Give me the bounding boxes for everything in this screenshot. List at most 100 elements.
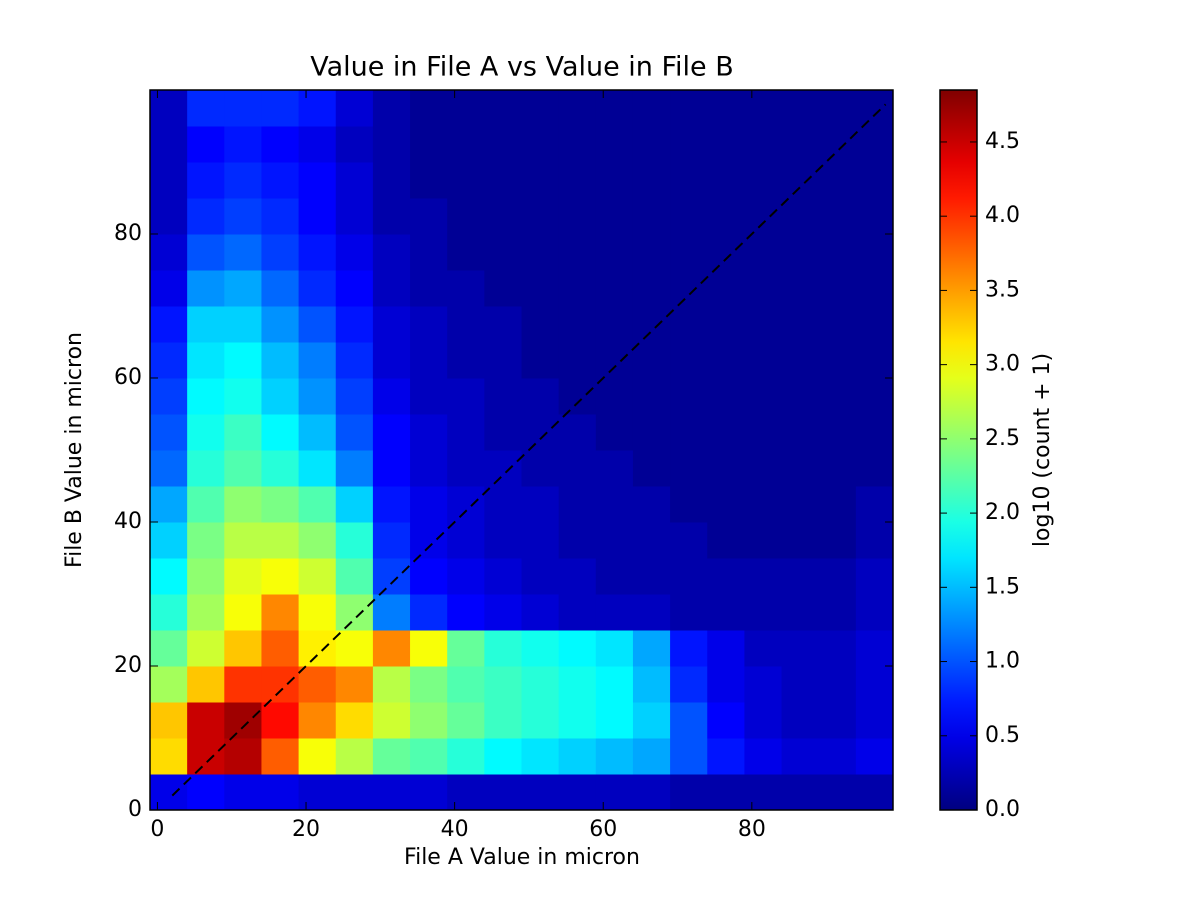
hexbin-cell	[447, 126, 485, 163]
hexbin-cell	[855, 378, 893, 415]
hexbin-cell	[744, 702, 783, 739]
hexbin-cell	[781, 702, 820, 739]
hexbin-cell	[447, 522, 485, 559]
hexbin-cell	[298, 486, 337, 523]
hexbin-cell	[521, 414, 560, 451]
hexbin-cell	[410, 702, 448, 739]
hexbin-cell	[484, 738, 522, 775]
hexbin-cell	[335, 738, 374, 775]
hexbin-cell	[595, 234, 634, 271]
hexbin-cell	[744, 630, 783, 667]
x-tick-label: 40	[441, 817, 469, 842]
hexbin-cell	[410, 486, 448, 523]
hexbin-cell	[818, 306, 857, 343]
hexbin-cell	[410, 414, 448, 451]
hexbin-cell	[335, 414, 374, 451]
hexbin-cell	[558, 594, 597, 631]
hexbin-cell	[298, 342, 337, 379]
hexbin-cell	[224, 234, 262, 271]
hexbin-cell	[484, 234, 522, 271]
hexbin-cell	[595, 342, 634, 379]
hexbin-cell	[558, 702, 597, 739]
hexbin-cell	[670, 126, 708, 163]
hexbin-cell	[818, 198, 857, 235]
hexbin-cell	[632, 738, 671, 775]
hexbin-cell	[298, 162, 337, 199]
hexbin-cell	[595, 126, 634, 163]
hexbin-cell	[150, 630, 188, 667]
hexbin-cell	[187, 306, 225, 343]
hexbin-cell	[224, 378, 262, 415]
hexbin-cell	[372, 306, 411, 343]
hexbin-cell	[372, 594, 411, 631]
hexbin-cell	[187, 738, 225, 775]
colorbar-tick-label: 3.5	[985, 277, 1020, 302]
hexbin-cell	[187, 594, 225, 631]
hexbin-cell	[150, 342, 188, 379]
hexbin-cell	[484, 198, 522, 235]
hexbin-cell	[707, 378, 745, 415]
hexbin-cell	[484, 450, 522, 487]
hexbin-cell	[372, 270, 411, 307]
hexbin-cell	[187, 378, 225, 415]
hexbin-cell	[187, 198, 225, 235]
hexbin-cell	[150, 378, 188, 415]
hexbin-cell	[595, 162, 634, 199]
y-tick-label: 20	[114, 653, 142, 678]
hexbin-cell	[298, 630, 337, 667]
x-tick-label: 60	[589, 817, 617, 842]
hexbin-cell	[150, 774, 188, 810]
x-axis-label: File A Value in micron	[404, 845, 640, 870]
hexbin-cell	[372, 342, 411, 379]
chart-title: Value in File A vs Value in File B	[310, 52, 734, 83]
hexbin-cell	[298, 306, 337, 343]
hexbin-cell	[558, 630, 597, 667]
hexbin-cell	[818, 594, 857, 631]
hexbin-cell	[781, 198, 820, 235]
hexbin-cell	[335, 126, 374, 163]
hexbin-cell	[670, 486, 708, 523]
hexbin-cell	[410, 162, 448, 199]
hexbin-cell	[781, 450, 820, 487]
hexbin-cell	[632, 234, 671, 271]
hexbin-cell	[150, 198, 188, 235]
hexbin-cell	[150, 702, 188, 739]
hexbin-cell	[595, 486, 634, 523]
hexbin-cell	[558, 342, 597, 379]
hexbin-cell	[298, 558, 337, 595]
hexbin-cell	[632, 774, 671, 810]
hexbin-cell	[187, 486, 225, 523]
hexbin-cell	[707, 486, 745, 523]
hexbin-cell	[447, 594, 485, 631]
hexbin-cell	[261, 90, 300, 127]
hexbin-cell	[187, 342, 225, 379]
hexbin-cell	[261, 414, 300, 451]
hexbin-cell	[410, 594, 448, 631]
hexbin-cell	[410, 198, 448, 235]
hexbin-cell	[224, 450, 262, 487]
hexbin-cell	[447, 486, 485, 523]
hexbin-cell	[224, 666, 262, 703]
hexbin-cell	[558, 162, 597, 199]
hexbin-cell	[521, 342, 560, 379]
hexbin-cell	[447, 702, 485, 739]
hexbin-cell	[335, 666, 374, 703]
hexbin-cell	[261, 630, 300, 667]
hexbin-cell	[670, 198, 708, 235]
hexbin-cell	[855, 738, 893, 775]
hexbin-cell	[372, 198, 411, 235]
hexbin-cell	[372, 234, 411, 271]
hexbin-cell	[855, 234, 893, 271]
hexbin-cell	[595, 594, 634, 631]
hexbin-cell	[410, 630, 448, 667]
x-tick-label: 80	[738, 817, 766, 842]
plot-frame	[149, 89, 894, 811]
hexbin-cell	[632, 126, 671, 163]
hexbin-cell	[484, 306, 522, 343]
hexbin-cell	[595, 306, 634, 343]
hexbin-cell	[707, 234, 745, 271]
hexbin-cell	[670, 270, 708, 307]
hexbin-cell	[818, 702, 857, 739]
hexbin-cell	[707, 630, 745, 667]
hexbin-cell	[558, 234, 597, 271]
